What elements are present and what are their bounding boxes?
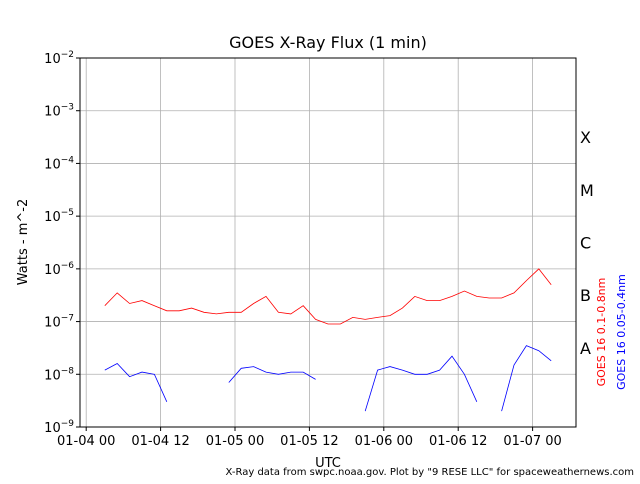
plot-frame xyxy=(79,57,577,428)
x-tick-label: 01-04 00 xyxy=(57,434,115,449)
x-tick-label: 01-04 12 xyxy=(131,434,189,449)
y-axis-label: Watts - m^-2 xyxy=(16,199,31,285)
x-tick-label: 01-06 00 xyxy=(355,434,413,449)
credit: X-Ray data from swpc.noaa.gov. Plot by "… xyxy=(226,467,634,478)
x-tick-label: 01-06 12 xyxy=(429,434,487,449)
flare-class-label: X xyxy=(580,128,591,147)
series-line xyxy=(104,345,552,412)
x-tick-label: 01-07 00 xyxy=(503,434,561,449)
x-tick-label: 01-05 00 xyxy=(206,434,264,449)
flare-class-label: B xyxy=(580,286,591,305)
chart-title: GOES X-Ray Flux (1 min) xyxy=(229,33,427,52)
legend-entry: GOES 16 0.05-0.4nm xyxy=(615,274,628,390)
flare-class-label: M xyxy=(580,181,594,200)
x-tick-label: 01-05 12 xyxy=(280,434,338,449)
legend-entry: GOES 16 0.1-0.8nm xyxy=(595,278,608,387)
flare-class-label: A xyxy=(580,339,591,358)
series-line xyxy=(104,268,552,325)
x-axis-label: UTC xyxy=(315,456,341,471)
flare-class-label: C xyxy=(580,234,591,253)
